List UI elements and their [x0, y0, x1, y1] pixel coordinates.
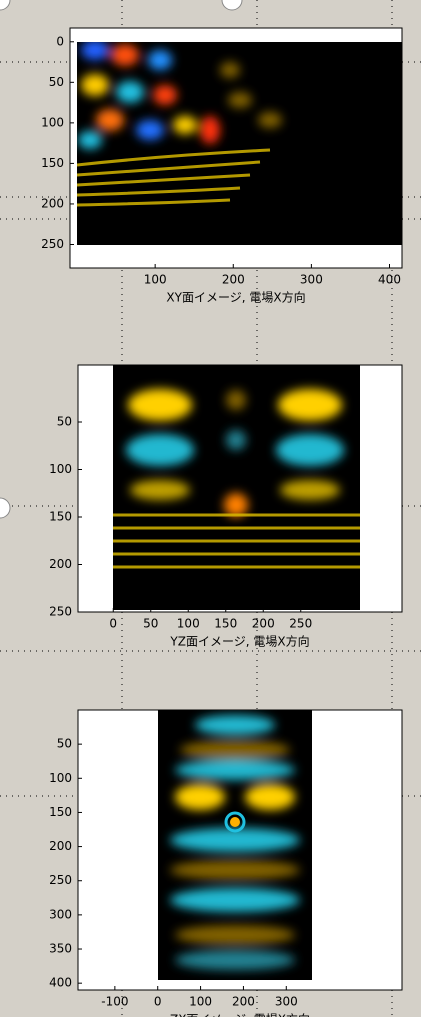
x-tick-label: -100	[101, 995, 128, 1009]
x-tick-label: 250	[289, 617, 312, 631]
x-tick-label: 200	[222, 273, 245, 287]
x-tick-label: 100	[144, 273, 167, 287]
y-tick-label: 200	[41, 196, 64, 210]
figure-canvas: 0 50 100 150 200 250 100 200 300 400 XY面イメージ, 電場X方…	[0, 0, 421, 1017]
x-tick-label: 0	[109, 617, 117, 631]
x-tick-label: 150	[214, 617, 237, 631]
x-tick-label: 300	[275, 995, 298, 1009]
y-tick-label: 100	[49, 462, 72, 476]
x-tick-label: 300	[300, 273, 323, 287]
y-tick-label: 400	[49, 976, 72, 990]
y-tick-label: 0	[56, 34, 64, 48]
y-tick-label: 150	[49, 805, 72, 819]
y-tick-label: 50	[49, 75, 64, 89]
y-tick-label: 350	[49, 942, 72, 956]
y-tick-label: 300	[49, 907, 72, 921]
y-tick-label: 100	[41, 115, 64, 129]
image	[158, 710, 312, 980]
y-tick-label: 200	[49, 839, 72, 853]
image	[77, 40, 402, 245]
x-tick-label: 100	[177, 617, 200, 631]
y-tick-label: 250	[49, 873, 72, 887]
x-axis-label: XY面イメージ, 電場X方向	[166, 290, 305, 305]
x-axis-label: ZX面イメージ, 電場X方向	[170, 1012, 310, 1017]
y-tick-label: 200	[49, 557, 72, 571]
y-tick-label: 50	[57, 737, 72, 751]
image	[113, 365, 360, 610]
x-tick-label: 50	[143, 617, 158, 631]
y-tick-label: 250	[49, 605, 72, 619]
x-tick-label: 100	[189, 995, 212, 1009]
x-axis-label: YZ面イメージ, 電場X方向	[169, 634, 309, 649]
x-tick-label: 400	[378, 273, 401, 287]
y-tick-label: 250	[41, 237, 64, 251]
x-tick-label: 0	[154, 995, 162, 1009]
x-tick-label: 200	[232, 995, 255, 1009]
x-tick-label: 200	[252, 617, 275, 631]
y-tick-label: 150	[49, 510, 72, 524]
y-tick-label: 50	[57, 415, 72, 429]
y-tick-label: 150	[41, 156, 64, 170]
y-tick-label: 100	[49, 771, 72, 785]
